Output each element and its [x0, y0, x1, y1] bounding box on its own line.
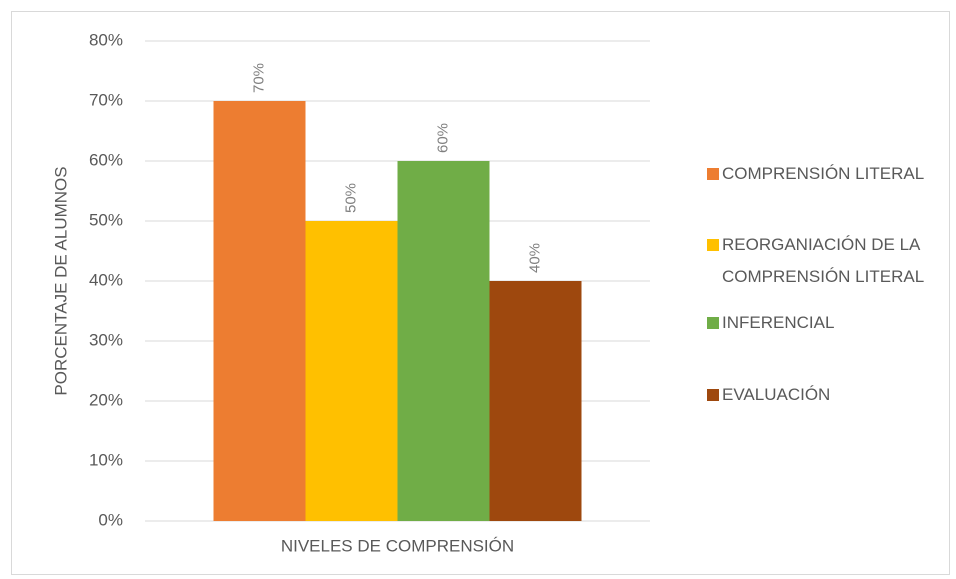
y-tick-label: 30% [89, 330, 123, 349]
legend-entry: COMPRENSIÓN LITERAL [707, 158, 947, 190]
legend-swatch [707, 317, 719, 329]
y-tick-label: 60% [89, 150, 123, 169]
legend-entry: REORGANIACIÓN DE LA COMPRENSIÓN LITERAL [707, 229, 947, 293]
legend-swatch [707, 389, 719, 401]
legend-label: COMPRENSIÓN LITERAL [722, 164, 925, 183]
legend-label: INFERENCIAL [722, 313, 835, 332]
y-axis-title: PORCENTAJE DE ALUMNOS [51, 166, 70, 395]
data-label: 50% [342, 183, 359, 213]
y-tick-label: 10% [89, 450, 123, 469]
legend-swatch [707, 168, 719, 180]
y-tick-label: 20% [89, 390, 123, 409]
y-tick-label: 70% [89, 90, 123, 109]
legend-label: REORGANIACIÓN DE LA COMPRENSIÓN LITERAL [722, 235, 925, 286]
y-tick-label: 0% [98, 510, 123, 529]
x-tick-label: NIVELES DE COMPRENSIÓN [281, 536, 514, 555]
y-tick-label: 40% [89, 270, 123, 289]
legend-swatch [707, 239, 719, 251]
chart-border [11, 11, 950, 575]
y-tick-label: 80% [89, 30, 123, 49]
bar [305, 221, 398, 521]
bar [489, 281, 582, 521]
bar [213, 101, 306, 521]
data-label: 70% [250, 63, 267, 93]
legend-label: EVALUACIÓN [722, 385, 831, 404]
bar [397, 161, 490, 521]
data-label: 60% [434, 123, 451, 153]
legend-entry: EVALUACIÓN [707, 379, 947, 411]
data-label: 40% [526, 243, 543, 273]
legend-entry: INFERENCIAL [707, 307, 947, 339]
y-tick-label: 50% [89, 210, 123, 229]
